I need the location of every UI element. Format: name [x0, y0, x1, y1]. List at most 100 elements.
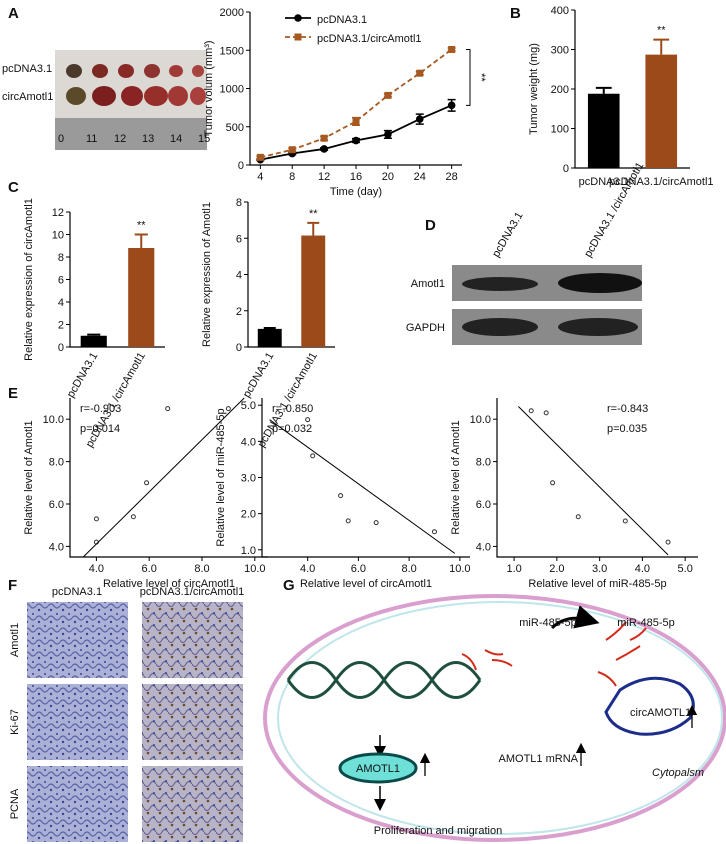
y-tick-label: 8: [58, 252, 64, 264]
correlation-label: r=-0.850: [272, 403, 313, 415]
x-tick-label: 4.0: [635, 563, 650, 575]
correlation-label: r=-0.843: [607, 403, 648, 415]
y-tick-label: 500: [226, 122, 244, 134]
point: [622, 518, 628, 524]
y-tick-label: 400: [551, 5, 569, 17]
legend-label: pcDNA3.1: [317, 14, 367, 26]
y-tick-label: 1000: [220, 84, 244, 96]
x-axis-label: Relative level of circAmotl1: [103, 578, 235, 590]
photo-row-label: circAmotl1: [2, 91, 53, 103]
annotation: **: [657, 25, 666, 37]
diagram-label: miR-485-5p: [617, 617, 674, 629]
mechanism-diagram: [263, 594, 726, 842]
point: [528, 408, 534, 414]
point: [575, 514, 581, 520]
y-tick-label: 0: [236, 342, 242, 354]
p-value-label: p=0.032: [272, 423, 312, 435]
correlation-label: r=-0.903: [80, 403, 121, 415]
x-tick-label: 12: [318, 171, 330, 183]
blot-row-label: Amotl1: [411, 278, 445, 290]
x-tick-label: pcDNA3.1: [65, 351, 100, 400]
point: [130, 514, 136, 520]
x-tick-label: 3.0: [592, 563, 607, 575]
panel-label: A: [8, 5, 19, 22]
marker: [447, 101, 456, 110]
error-bar: [87, 333, 101, 336]
diagram-label: Cytopalsm: [652, 767, 704, 779]
panel-label: C: [8, 179, 19, 196]
y-axis-label: Relative level of Amotl1: [450, 420, 462, 534]
x-tick-label: 4.0: [89, 563, 104, 575]
y-axis-label: Relative level of Amotl1: [23, 420, 35, 534]
marker: [352, 117, 360, 125]
panel-label: B: [510, 5, 521, 22]
legend-label: pcDNA3.1/circAmotl1: [317, 33, 422, 45]
marker: [288, 146, 296, 154]
marker: [256, 153, 264, 161]
point: [93, 516, 99, 522]
y-tick-label: 2.0: [241, 509, 256, 521]
y-tick-label: 4: [58, 297, 64, 309]
y-tick-label: 2: [236, 306, 242, 318]
bar: [128, 248, 155, 347]
axis-line: [261, 398, 470, 558]
y-tick-label: 4.0: [241, 436, 256, 448]
x-tick-label: 8.0: [194, 563, 209, 575]
error-bar: [263, 326, 276, 329]
panel-label: F: [8, 577, 17, 594]
diagram-label: AMOTL1: [356, 763, 400, 775]
bar: [301, 235, 326, 347]
x-tick-label: 10.0: [449, 563, 470, 575]
histology-images: [27, 602, 243, 842]
histology-row-label: Amotl1: [9, 623, 21, 657]
histology-column-label: pcDNA3.1: [52, 586, 102, 598]
x-tick-label: 1.0: [506, 563, 521, 575]
error-bar: [307, 221, 320, 236]
y-tick-label: 0: [238, 160, 244, 172]
marker: [448, 45, 456, 53]
y-tick-label: 200: [551, 84, 569, 96]
fit-line: [269, 419, 456, 554]
x-tick-label: pcDNA3.1: [579, 176, 629, 188]
ruler-label: 15: [198, 133, 210, 145]
axis-line: [496, 398, 698, 558]
marker: [384, 91, 392, 99]
x-tick-label: 4.0: [300, 563, 315, 575]
panel-label: D: [425, 217, 436, 234]
marker: [320, 145, 328, 153]
annotation: **: [309, 208, 318, 220]
point: [338, 493, 344, 499]
y-tick-label: 10.0: [470, 414, 491, 426]
x-tick-label: pcDNA3.1: [241, 351, 276, 400]
legend-marker: [294, 33, 302, 41]
significance-bracket: [466, 48, 471, 106]
histology-column-label: pcDNA3.1/circAmotl1: [140, 586, 245, 598]
y-axis-label: Relative level of miR-485-5p: [215, 408, 227, 546]
y-axis-label: Relative expression of circAmotl1: [23, 198, 35, 361]
bar: [645, 54, 678, 169]
photo-row-label: pcDNA3.1: [2, 63, 52, 75]
x-tick-label: pcDNA3.1/circAmotl1: [609, 176, 714, 188]
tumor-photo: [55, 50, 207, 150]
error-bar: [595, 86, 612, 94]
y-tick-label: 100: [551, 124, 569, 136]
point: [310, 453, 316, 459]
y-tick-label: 6: [58, 275, 64, 287]
diagram-label: Proliferation and migration: [374, 825, 502, 837]
x-tick-label: 8: [289, 171, 295, 183]
y-tick-label: 4: [236, 270, 242, 282]
ruler-label: 12: [114, 133, 126, 145]
y-tick-label: 12: [52, 207, 64, 219]
y-tick-label: 10: [52, 230, 64, 242]
point: [373, 520, 379, 526]
y-tick-label: 6: [236, 233, 242, 245]
y-axis-label: Relative expression of Amotl1: [201, 202, 213, 347]
annotation: **: [137, 220, 146, 232]
y-tick-label: 6.0: [49, 499, 64, 511]
x-axis-label: Relative level of circAmotl1: [300, 578, 432, 590]
bar: [257, 328, 282, 347]
y-tick-label: 8.0: [476, 457, 491, 469]
y-tick-label: 3.0: [241, 473, 256, 485]
y-tick-label: 1.0: [241, 545, 256, 557]
